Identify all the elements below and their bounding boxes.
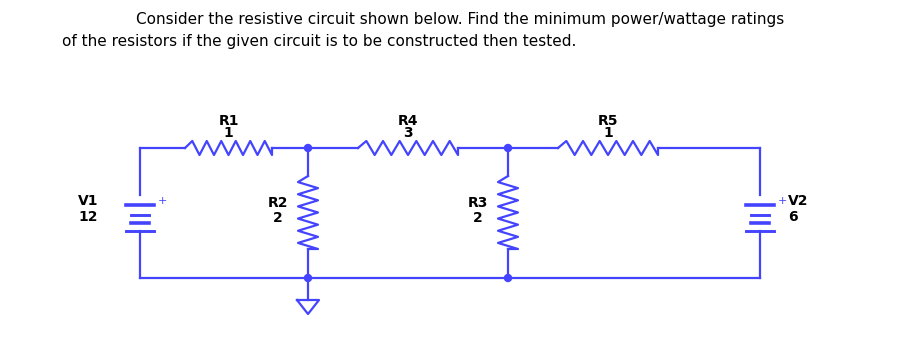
Circle shape bbox=[305, 144, 311, 152]
Text: 2: 2 bbox=[274, 211, 283, 225]
Text: 2: 2 bbox=[473, 211, 483, 225]
Text: R5: R5 bbox=[598, 114, 618, 128]
Circle shape bbox=[505, 274, 511, 282]
Circle shape bbox=[305, 274, 311, 282]
Text: V2: V2 bbox=[788, 194, 809, 208]
Text: 12: 12 bbox=[78, 210, 98, 224]
Circle shape bbox=[505, 144, 511, 152]
Text: 6: 6 bbox=[788, 210, 798, 224]
Text: +: + bbox=[158, 196, 168, 206]
Text: R3: R3 bbox=[468, 196, 488, 210]
Text: V1: V1 bbox=[77, 194, 98, 208]
Text: +: + bbox=[778, 196, 787, 206]
Text: of the resistors if the given circuit is to be constructed then tested.: of the resistors if the given circuit is… bbox=[62, 34, 577, 49]
Text: 3: 3 bbox=[403, 126, 413, 140]
Text: Consider the resistive circuit shown below. Find the minimum power/wattage ratin: Consider the resistive circuit shown bel… bbox=[136, 12, 784, 27]
Text: R2: R2 bbox=[268, 196, 288, 210]
Text: 1: 1 bbox=[603, 126, 612, 140]
Text: 1: 1 bbox=[224, 126, 233, 140]
Text: R4: R4 bbox=[398, 114, 418, 128]
Text: R1: R1 bbox=[218, 114, 239, 128]
